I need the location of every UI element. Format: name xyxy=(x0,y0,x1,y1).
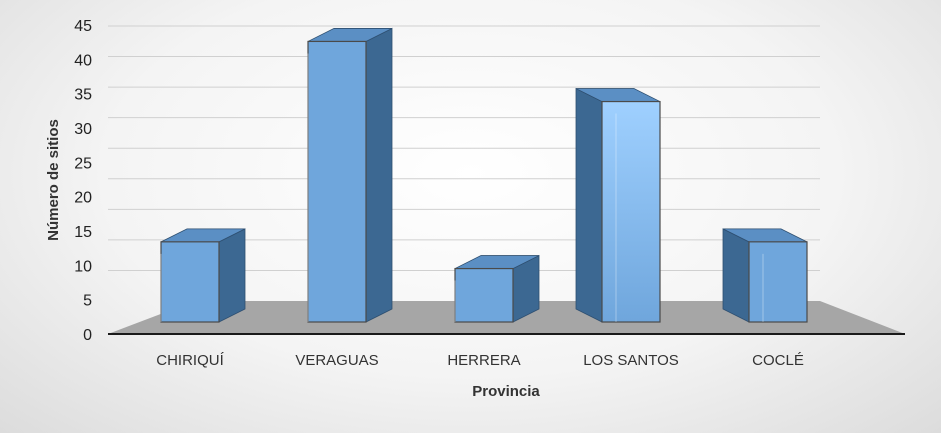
x-tick-label: HERRERA xyxy=(447,352,520,369)
y-tick-label: 25 xyxy=(74,155,92,172)
x-tick-label: COCLÉ xyxy=(752,352,804,369)
bar-lossantos xyxy=(601,100,661,323)
bar-cocl xyxy=(748,241,808,323)
y-tick-label: 40 xyxy=(74,52,92,69)
x-tick-label: CHIRIQUÍ xyxy=(156,352,224,369)
x-tick-label: VERAGUAS xyxy=(295,352,378,369)
bar-chiriqu xyxy=(160,241,220,323)
bar-side-face xyxy=(218,228,246,323)
y-tick-label: 35 xyxy=(74,87,92,104)
x-tick-label: LOS SANTOS xyxy=(583,352,679,369)
y-tick-label: 0 xyxy=(83,327,92,344)
bar-herrera xyxy=(454,267,514,323)
bar-side-face xyxy=(575,87,603,323)
y-tick-label: 10 xyxy=(74,258,92,275)
y-axis-title: Número de sitios xyxy=(45,119,62,241)
y-tick-label: 45 xyxy=(74,18,92,35)
y-tick-label: 15 xyxy=(74,224,92,241)
y-tick-label: 30 xyxy=(74,121,92,138)
bar-side-face xyxy=(722,228,750,323)
bar-side-face xyxy=(365,27,393,323)
y-tick-label: 20 xyxy=(74,190,92,207)
bar-veraguas xyxy=(307,40,367,323)
x-axis-title: Provincia xyxy=(472,383,540,400)
y-tick-label: 5 xyxy=(83,293,92,310)
